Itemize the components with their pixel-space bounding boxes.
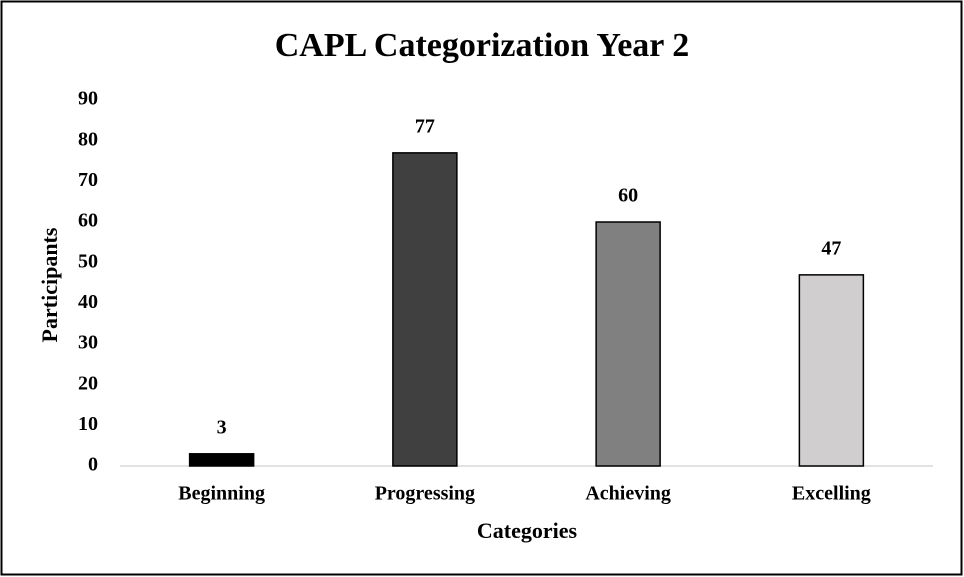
data-label: 60 — [618, 185, 638, 207]
y-axis-title: Participants — [37, 227, 62, 342]
y-tick-label: 50 — [78, 250, 98, 272]
y-tick-label: 90 — [78, 88, 98, 110]
x-tick-label: Excelling — [792, 483, 871, 505]
chart-title: CAPL Categorization Year 2 — [275, 27, 690, 64]
y-tick-label: 40 — [78, 291, 98, 313]
data-label: 77 — [415, 115, 435, 137]
y-tick-label: 70 — [78, 169, 98, 191]
bar — [798, 274, 865, 467]
x-tick-label: Progressing — [375, 483, 475, 505]
x-tick-label: Achieving — [585, 483, 671, 505]
y-tick-label: 10 — [78, 413, 98, 435]
y-tick-label: 80 — [78, 128, 98, 150]
y-tick-label: 20 — [78, 372, 98, 394]
data-label: 3 — [217, 416, 227, 438]
data-label: 47 — [821, 237, 841, 259]
x-tick-label: Beginning — [178, 483, 265, 505]
x-axis-title: Categories — [477, 518, 578, 543]
y-tick-label: 0 — [88, 454, 98, 476]
y-tick-label: 60 — [78, 210, 98, 232]
bar — [392, 152, 458, 467]
y-tick-label: 30 — [78, 332, 98, 354]
bar — [188, 453, 255, 467]
bar — [595, 221, 661, 467]
